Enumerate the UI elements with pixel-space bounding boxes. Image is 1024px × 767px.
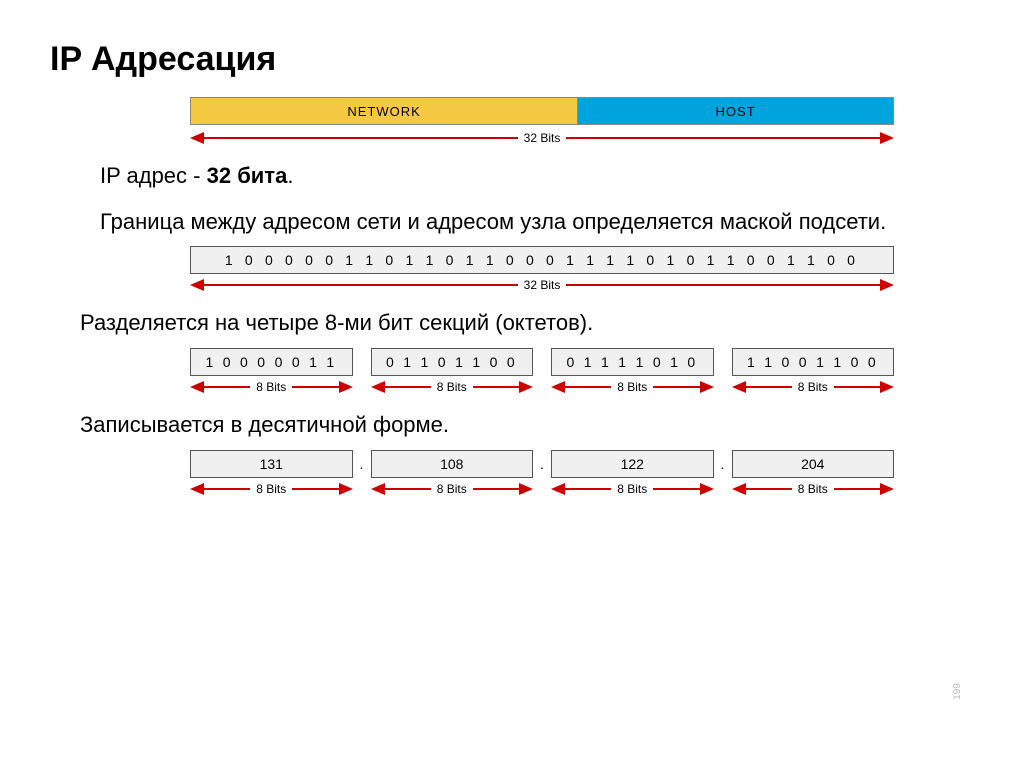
arrow-right-icon [880,279,894,291]
decimal-cell: 204 [732,450,895,478]
arrow-right-icon [880,483,894,495]
decimal-section: 131 . 108 . 122 . 204 8 Bits 8 Bits 8 Bi… [190,450,894,496]
arrow-label: 8 Bits [611,380,653,394]
decimal-dot: . [714,456,732,472]
page-number: 199 [952,683,963,700]
octet-box: 0 1 1 0 1 1 0 0 [371,348,534,376]
arrow-left-icon [190,381,204,393]
arrow-label: 8 Bits [431,482,473,496]
octet-box: 0 1 1 1 1 0 1 0 [551,348,714,376]
arrow-left-icon [371,483,385,495]
arrow-label: 8 Bits [792,482,834,496]
bits32-section: 1 0 0 0 0 0 1 1 0 1 1 0 1 1 0 0 0 1 1 1 … [190,246,894,292]
arrow-left-icon [190,483,204,495]
network-host-bar-section: NETWORK HOST 32 Bits [190,97,894,145]
octet-box: 1 0 0 0 0 0 1 1 [190,348,353,376]
bits32-box: 1 0 0 0 0 0 1 1 0 1 1 0 1 1 0 0 0 1 1 1 … [190,246,894,274]
arrow-left-icon [371,381,385,393]
arrow-right-icon [700,483,714,495]
text-bold: 32 бита [207,163,288,188]
decimal-arrows: 8 Bits 8 Bits 8 Bits 8 Bits [190,482,894,496]
text-octets: Разделяется на четыре 8-ми бит секций (о… [80,308,974,338]
page-title: IP Адресация [50,40,974,79]
arrow-left-icon [551,381,565,393]
decimal-cell: 122 [551,450,714,478]
network-segment: NETWORK [190,98,577,124]
text-mask: Граница между адресом сети и адресом узл… [100,207,974,237]
arrow-left-icon [551,483,565,495]
decimal-row: 131 . 108 . 122 . 204 [190,450,894,478]
arrow-right-icon [880,381,894,393]
arrow-label: 8 Bits [611,482,653,496]
arrow-right-icon [339,381,353,393]
decimal-cell: 131 [190,450,353,478]
decimal-dot: . [533,456,551,472]
arrow-right-icon [880,132,894,144]
arrow-right-icon [700,381,714,393]
arrow-label: 8 Bits [431,380,473,394]
arrow-right-icon [519,483,533,495]
network-host-bar: NETWORK HOST [190,97,894,125]
octet-box: 1 1 0 0 1 1 0 0 [732,348,895,376]
bits32-arrow: 32 Bits [190,278,894,292]
arrow-label: 8 Bits [792,380,834,394]
arrow-left-icon [190,132,204,144]
octet-arrows: 8 Bits 8 Bits 8 Bits 8 Bits [190,380,894,394]
text-suffix: . [287,163,293,188]
arrow-label: 32 Bits [518,131,567,145]
arrow-label: 8 Bits [250,482,292,496]
octet-row: 1 0 0 0 0 0 1 1 0 1 1 0 1 1 0 0 0 1 1 1 … [190,348,894,376]
arrow-label: 8 Bits [250,380,292,394]
text-prefix: IP адрес - [100,163,207,188]
decimal-cell: 108 [371,450,534,478]
host-segment: HOST [577,98,894,124]
bar-width-arrow: 32 Bits [190,131,894,145]
octets-section: 1 0 0 0 0 0 1 1 0 1 1 0 1 1 0 0 0 1 1 1 … [190,348,894,394]
arrow-right-icon [339,483,353,495]
arrow-label: 32 Bits [518,278,567,292]
arrow-left-icon [732,483,746,495]
decimal-dot: . [353,456,371,472]
text-ip-bits: IP адрес - 32 бита. [100,161,974,191]
arrow-left-icon [732,381,746,393]
arrow-right-icon [519,381,533,393]
arrow-left-icon [190,279,204,291]
text-decimal: Записывается в десятичной форме. [80,410,974,440]
